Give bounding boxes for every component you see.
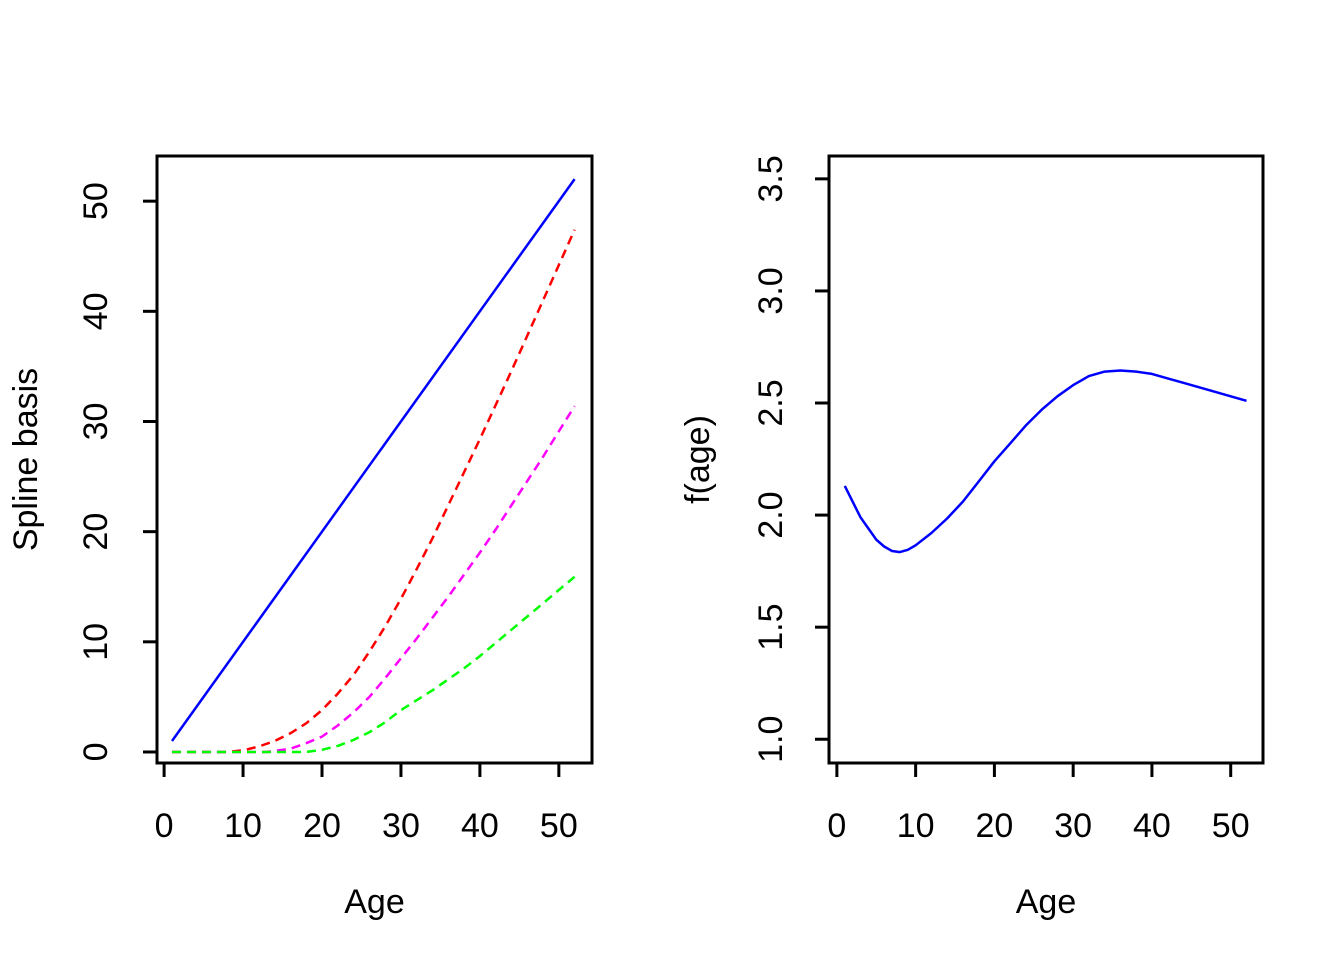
basis-2-cubic-line xyxy=(172,229,576,754)
y-tick-label: 1.5 xyxy=(752,604,790,651)
x-tick-label: 10 xyxy=(897,807,935,845)
y-tick-label: 2.5 xyxy=(752,379,790,426)
y-tick-label: 40 xyxy=(77,292,115,330)
basis-3-cubic-line xyxy=(172,405,576,754)
spline-basis-x-axis-title: Age xyxy=(344,883,405,921)
x-tick-label: 10 xyxy=(224,807,262,845)
y-tick-label: 10 xyxy=(77,623,115,661)
fitted-function-y-axis-title: f(age) xyxy=(679,415,717,504)
x-tick-label: 0 xyxy=(155,807,174,845)
y-tick-label: 0 xyxy=(77,743,115,762)
x-tick-label: 30 xyxy=(382,807,420,845)
x-tick-label: 20 xyxy=(975,807,1013,845)
y-tick-label: 2.0 xyxy=(752,491,790,538)
y-tick-label: 30 xyxy=(77,403,115,441)
spline-basis-panel: 0 10 20 30 40 50 0 10 20 30 40 50 Age Spline basis xyxy=(7,154,594,921)
basis-4-cubic-line xyxy=(172,575,576,754)
y-tick-label: 1.0 xyxy=(752,716,790,763)
x-tick-label: 30 xyxy=(1054,807,1092,845)
spline-basis-plot-box xyxy=(155,154,594,765)
f-age-curve-line xyxy=(843,369,1247,554)
y-tick-label: 3.0 xyxy=(752,267,790,314)
fitted-function-plot-box xyxy=(827,154,1265,765)
y-tick-label: 50 xyxy=(77,182,115,220)
x-tick-label: 50 xyxy=(1212,807,1250,845)
y-tick-label: 3.5 xyxy=(752,155,790,202)
x-tick-label: 0 xyxy=(827,807,846,845)
x-tick-label: 40 xyxy=(1133,807,1171,845)
fitted-function-panel: 0 10 20 30 40 50 1.0 1.5 2.0 2.5 3.0 3.5 Age f(age) xyxy=(679,154,1265,921)
spline-basis-y-axis-title: Spline basis xyxy=(7,368,45,551)
y-tick-label: 20 xyxy=(77,513,115,551)
x-tick-label: 20 xyxy=(303,807,341,845)
fitted-function-x-axis-title: Age xyxy=(1016,883,1077,921)
basis-1-linear-line xyxy=(170,178,576,742)
x-tick-label: 50 xyxy=(540,807,578,845)
x-tick-label: 40 xyxy=(461,807,499,845)
